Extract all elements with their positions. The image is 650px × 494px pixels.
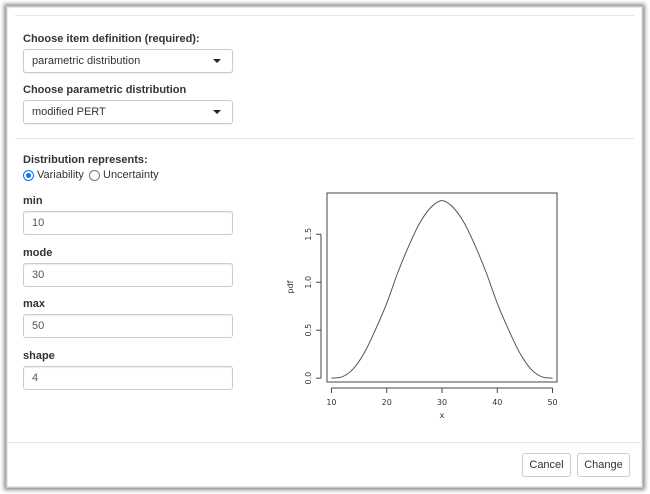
mode-input[interactable]: [23, 263, 233, 287]
item-definition-label: Choose item definition (required):: [23, 33, 200, 45]
dialog: Choose item definition (required): param…: [6, 6, 643, 488]
pdf-curve: [331, 200, 553, 379]
chevron-down-icon: [213, 110, 221, 114]
radio-variability-label[interactable]: Variability: [37, 169, 84, 181]
section-divider: [15, 138, 634, 139]
distribution-value: modified PERT: [32, 106, 106, 118]
x-tick-label: 50: [547, 398, 557, 407]
radio-uncertainty-label[interactable]: Uncertainty: [103, 169, 159, 181]
y-tick-label: 1.5: [304, 228, 313, 241]
header-divider: [15, 15, 634, 16]
max-input[interactable]: [23, 314, 233, 338]
cancel-button[interactable]: Cancel: [522, 453, 571, 477]
min-input[interactable]: [23, 211, 233, 235]
shape-input[interactable]: [23, 366, 233, 390]
radio-variability[interactable]: [23, 170, 34, 181]
y-tick-label: 1.0: [304, 276, 313, 289]
x-tick-label: 40: [492, 398, 502, 407]
plot-frame: [326, 192, 558, 383]
distribution-select[interactable]: modified PERT: [23, 100, 233, 124]
x-tick-label: 20: [382, 398, 392, 407]
max-label: max: [23, 298, 46, 310]
x-axis-label: x: [440, 411, 445, 420]
pdf-plot: 10 20 30 40 50 0.0 0.5 1.0 1.5 x pdf: [286, 192, 558, 420]
radio-uncertainty[interactable]: [89, 170, 100, 181]
item-definition-value: parametric distribution: [32, 55, 141, 67]
item-definition-select[interactable]: parametric distribution: [23, 49, 233, 73]
change-button[interactable]: Change: [577, 453, 630, 477]
y-tick-label: 0.0: [304, 372, 313, 385]
footer-divider: [7, 442, 642, 443]
y-axis-label: pdf: [286, 280, 295, 293]
chevron-down-icon: [213, 59, 221, 63]
represents-label: Distribution represents:: [23, 154, 148, 166]
min-label: min: [23, 195, 43, 207]
x-tick-label: 10: [326, 398, 336, 407]
mode-label: mode: [23, 247, 53, 259]
shape-label: shape: [23, 350, 55, 362]
distribution-label: Choose parametric distribution: [23, 84, 187, 96]
y-tick-label: 0.5: [304, 324, 313, 337]
x-tick-label: 30: [437, 398, 447, 407]
